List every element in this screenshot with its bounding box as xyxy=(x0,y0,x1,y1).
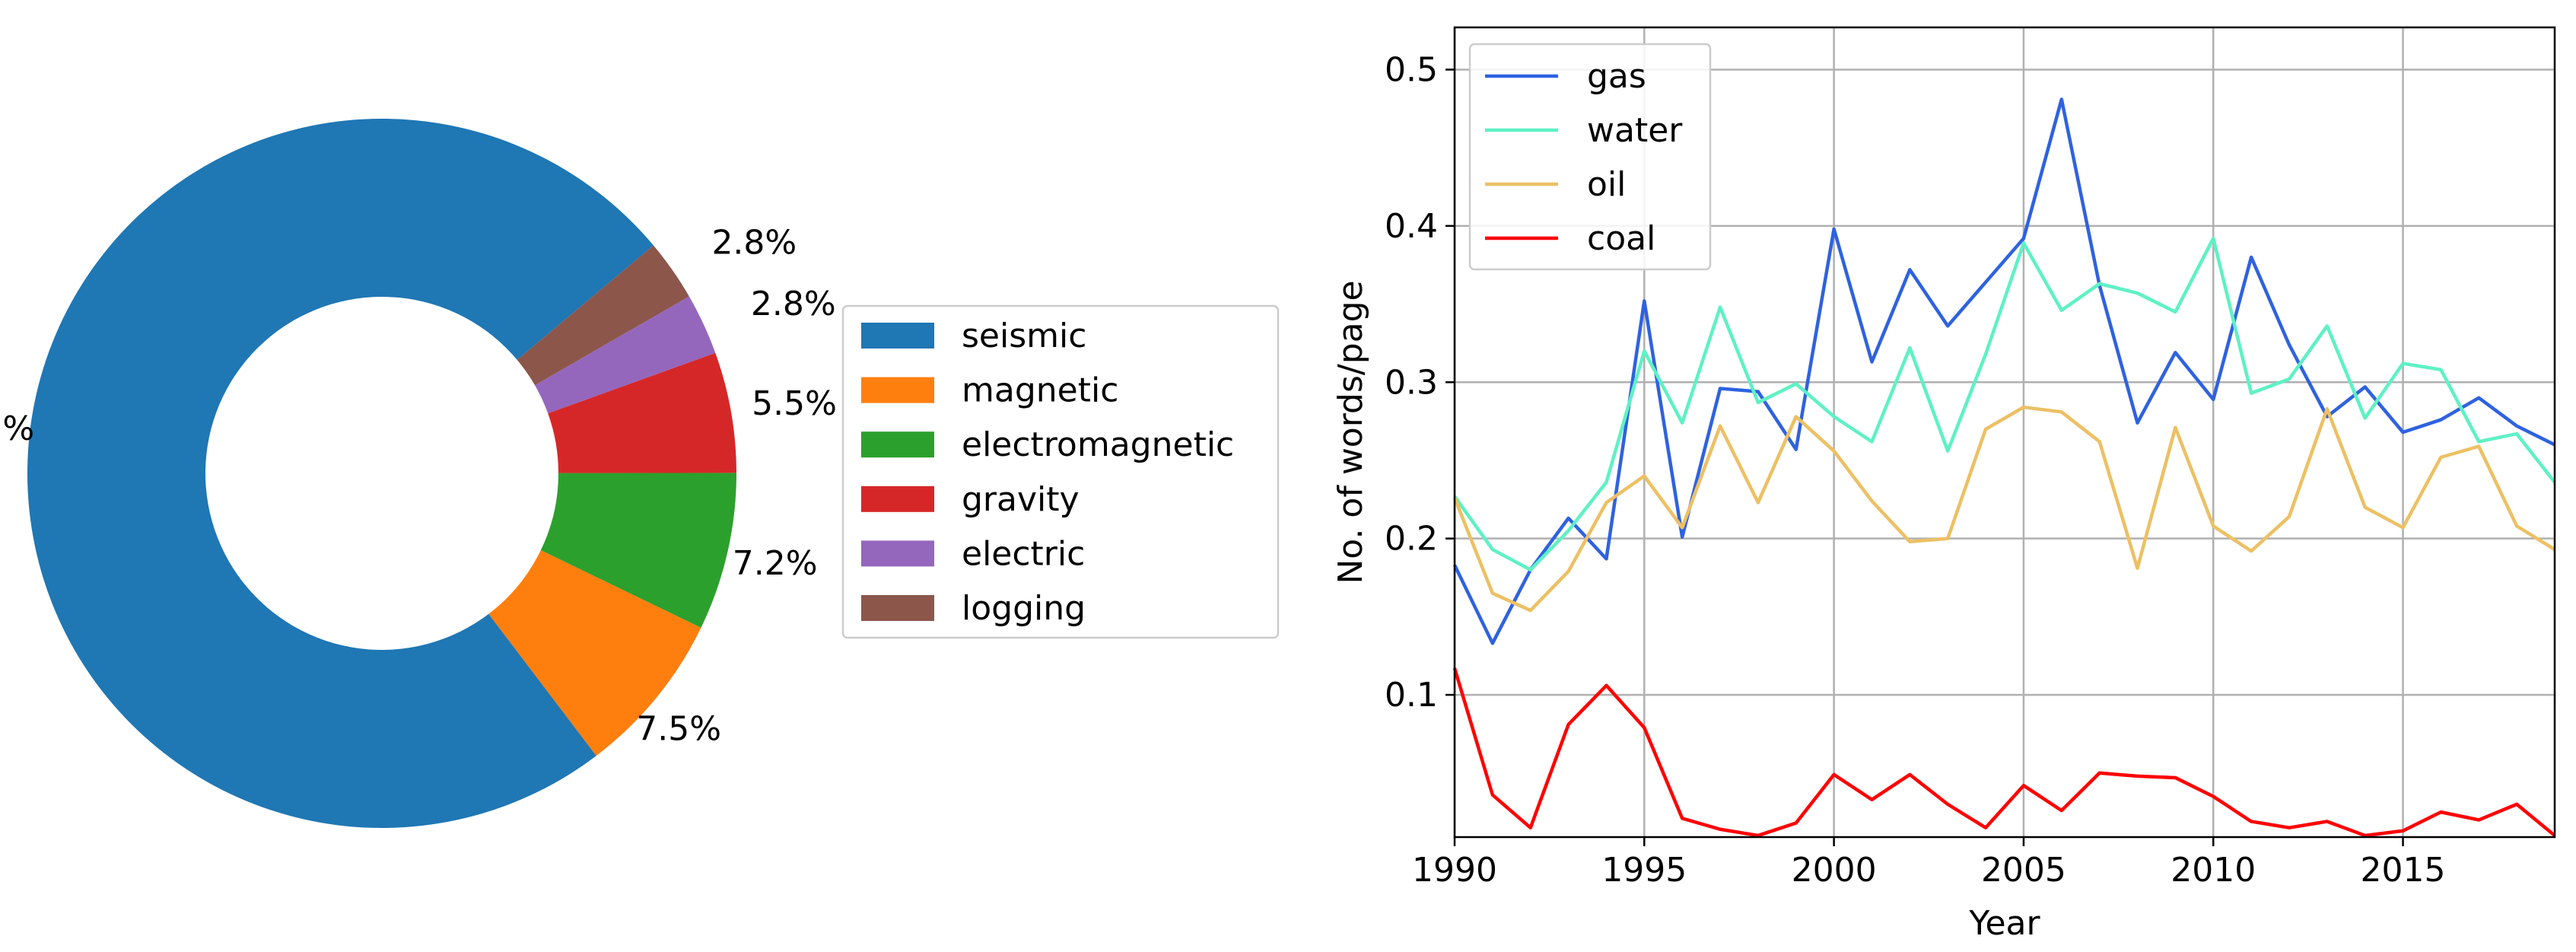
line-chart: 1990 1995 2000 2005 2010 20150.10.20.30.40.5 … xyxy=(1331,26,2556,943)
donut-wedge-magnetic xyxy=(488,550,701,756)
x-tick-label-2005: 2005 xyxy=(1981,851,2066,890)
legend-swatch-seismic xyxy=(861,323,934,349)
donut-wedge-electric xyxy=(535,296,716,414)
legend-swatch-electromagnetic xyxy=(861,431,934,458)
legend-label-gravity: gravity xyxy=(962,480,1080,519)
donut-wedge-gravity xyxy=(548,352,736,473)
series-line-oil xyxy=(1452,405,2556,613)
y-tick-label-0.3: 0.3 xyxy=(1385,363,1438,402)
legend-label-water: water xyxy=(1587,111,1683,150)
donut-percent-labels: 74.3% 7.5% 7.2% 5.5% 2.8% 2.8% xyxy=(0,223,837,748)
x-axis-label: Year xyxy=(1968,904,2040,943)
donut-label-magnetic: 7.5% xyxy=(636,710,721,749)
y-tick-label-0.5: 0.5 xyxy=(1385,50,1438,89)
donut-label-gravity: 5.5% xyxy=(752,384,837,423)
plot-frame xyxy=(1453,26,2556,839)
series-line-coal xyxy=(1452,667,2556,838)
donut-wedge-seismic xyxy=(27,118,654,829)
legend-label-oil: oil xyxy=(1587,165,1626,204)
legend-label-seismic: seismic xyxy=(962,317,1086,355)
legend-swatch-logging xyxy=(861,595,934,621)
y-tick-label-0.4: 0.4 xyxy=(1385,207,1438,246)
donut-chart xyxy=(27,118,737,829)
donut-label-seismic: 74.3% xyxy=(0,409,34,448)
x-tick-label-2015: 2015 xyxy=(2361,851,2446,890)
donut-label-electric: 2.8% xyxy=(751,285,836,323)
series-line-gas xyxy=(1452,97,2555,645)
donut-legend: seismic magnetic electromagnetic gravity ele… xyxy=(841,304,1280,639)
y-tick-label-0.1: 0.1 xyxy=(1385,676,1438,715)
x-tick-label-2010: 2010 xyxy=(2171,851,2256,890)
series-lines xyxy=(1452,97,2556,838)
legend-label-logging: logging xyxy=(962,589,1086,628)
x-tick-label-1995: 1995 xyxy=(1601,851,1687,890)
legend-label-coal: coal xyxy=(1587,219,1655,258)
legend-swatch-gravity xyxy=(861,486,934,512)
legend-swatch-electric xyxy=(861,540,934,567)
y-tick-label-0.2: 0.2 xyxy=(1385,520,1438,559)
donut-wedge-logging xyxy=(517,245,689,386)
x-tick-label-1990: 1990 xyxy=(1412,851,1497,890)
legend-label-electric: electric xyxy=(962,534,1085,573)
legend-label-gas: gas xyxy=(1587,57,1646,96)
axis-ticks: 1990 1995 2000 2005 2010 2015 0.1 0.2 0.3 0.4 0.5 xyxy=(1385,50,2446,890)
donut-legend-frame xyxy=(841,304,1280,639)
series-line-water xyxy=(1453,237,2556,572)
donut-label-logging: 2.8% xyxy=(711,223,797,262)
donut-wedge-electromagnetic xyxy=(540,473,737,628)
donut-label-electromagnetic: 7.2% xyxy=(733,544,818,583)
x-tick-label-2000: 2000 xyxy=(1792,851,1877,890)
legend-label-electromagnetic: electromagnetic xyxy=(962,425,1234,464)
legend-label-magnetic: magnetic xyxy=(962,371,1118,410)
line-legend: gas water oil coal xyxy=(1468,43,1712,271)
y-axis-label: No. of words/page xyxy=(1331,280,1370,584)
legend-swatch-magnetic xyxy=(861,377,934,403)
line-legend-frame xyxy=(1468,43,1712,271)
